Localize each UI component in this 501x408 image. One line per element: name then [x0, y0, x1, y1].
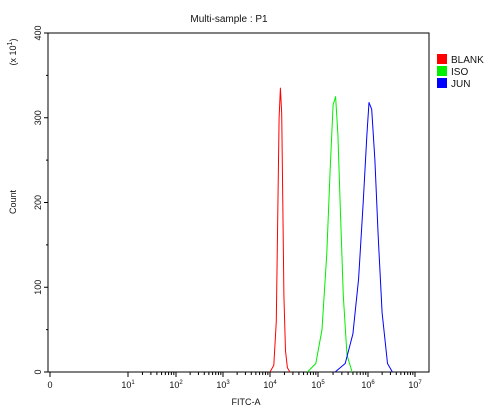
x-tick-label: 103 [216, 380, 230, 390]
series-line-jun [334, 102, 393, 373]
x-axis-title: FITC-A [232, 397, 261, 407]
y-tick-label: 400 [33, 25, 43, 40]
legend-swatch-jun [437, 78, 447, 88]
legend-label-iso: ISO [451, 67, 468, 78]
x-tick-label: 107 [408, 380, 422, 390]
x-tick-label: 105 [311, 380, 325, 390]
chart-title: Multi-sample : P1 [190, 14, 268, 25]
legend-swatch-blank [437, 54, 447, 64]
y-axis-title: Count [8, 190, 18, 215]
series-line-iso [307, 96, 353, 373]
y-tick-label: 200 [33, 195, 43, 210]
x-tick-label: 101 [121, 380, 135, 390]
y-axis-ticks: 0 100 200 300 400 [33, 25, 48, 375]
series-line-blank [269, 87, 291, 373]
x-tick-label: 104 [263, 380, 277, 390]
x-tick-label: 0 [47, 380, 52, 390]
y-tick-label: 100 [33, 280, 43, 295]
y-tick-label: 300 [33, 110, 43, 125]
legend-label-jun: JUN [451, 79, 470, 90]
y-tick-label: 0 [33, 369, 43, 374]
y-axis-multiplier: (x 101) [7, 39, 18, 66]
plot-frame [47, 32, 430, 373]
x-axis-ticks: 0 101 102 103 104 105 106 107 [47, 372, 422, 390]
legend-swatch-iso [437, 66, 447, 76]
x-tick-label: 106 [361, 380, 375, 390]
histogram-curves [269, 87, 393, 373]
legend-label-blank: BLANK [451, 55, 484, 66]
x-tick-label: 102 [169, 380, 183, 390]
